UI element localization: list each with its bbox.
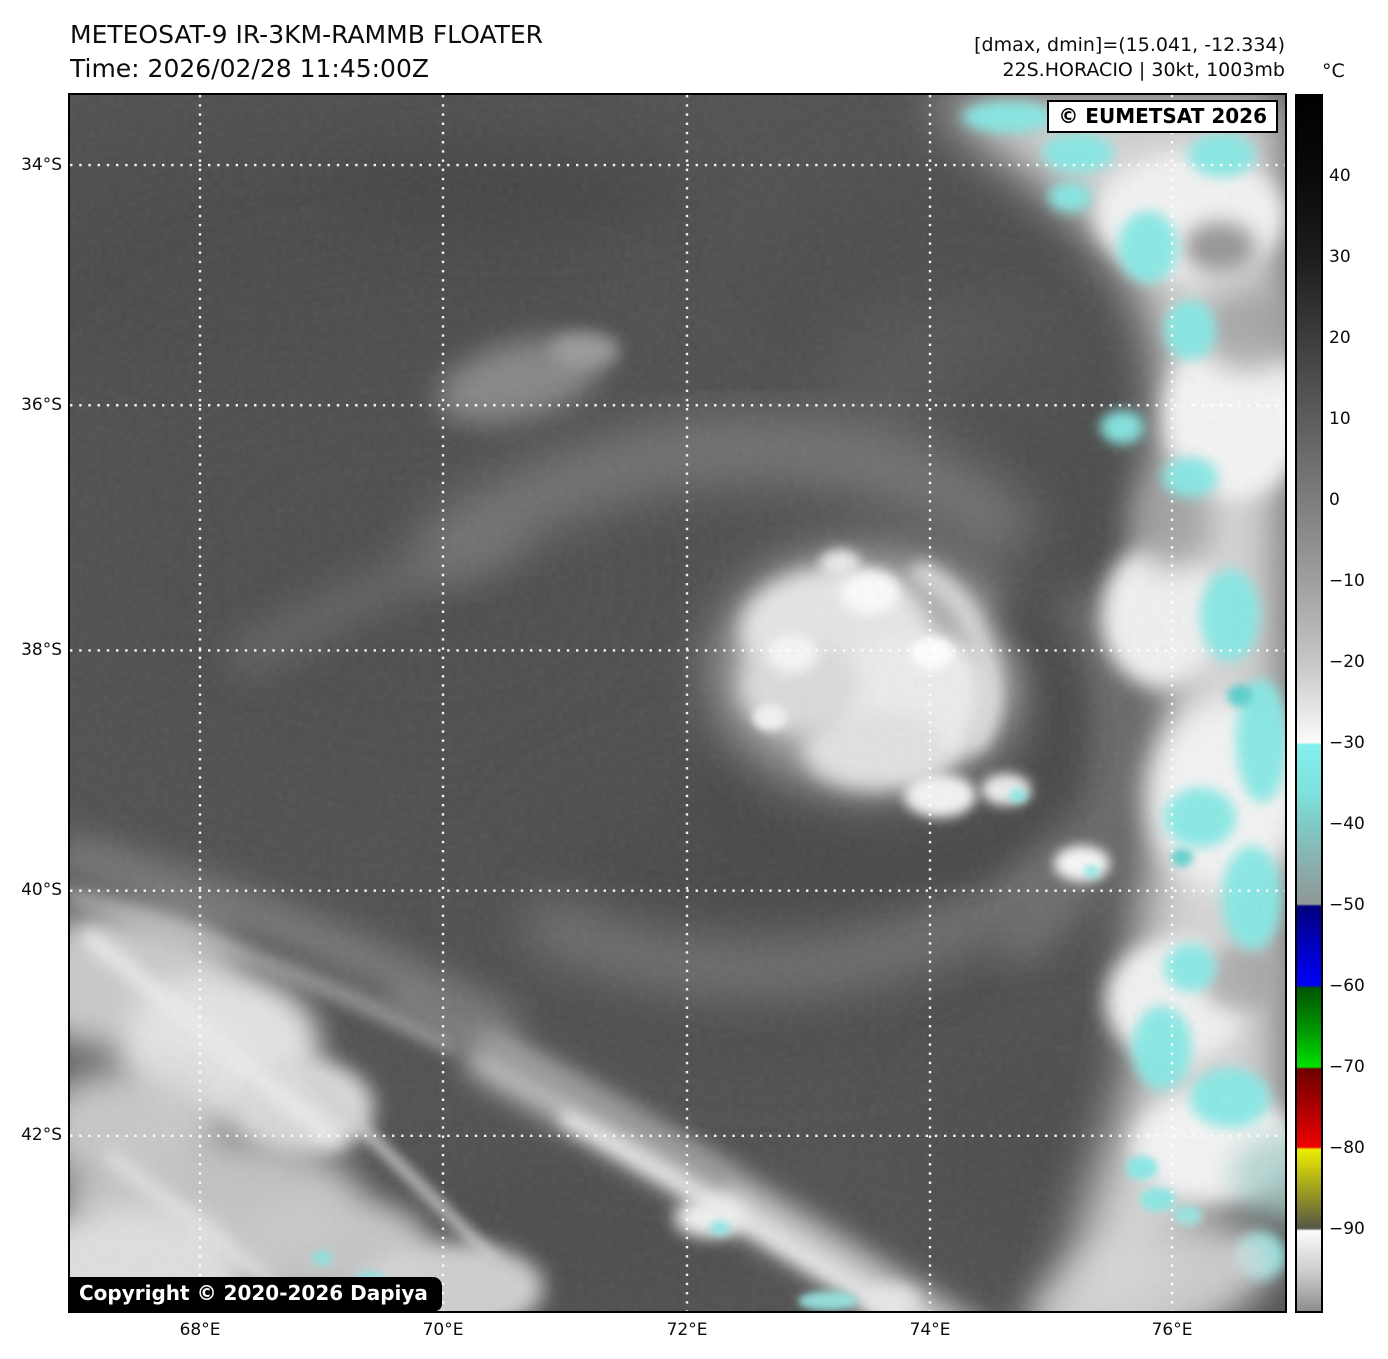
title-line1: METEOSAT-9 IR-3KM-RAMMB FLOATER: [70, 20, 544, 49]
lon-axis: 68°E 70°E 72°E 74°E 76°E: [70, 1320, 1285, 1350]
eumetsat-badge: © EUMETSAT 2026: [1047, 100, 1278, 133]
satellite-image: [70, 95, 1285, 1311]
colorbar: [1295, 94, 1323, 1313]
colorbar-tick-label: −10: [1329, 571, 1365, 591]
colorbar-tick-label: −80: [1329, 1138, 1365, 1159]
colorbar-tick-label: −70: [1329, 1057, 1365, 1077]
grain-texture: [70, 95, 1285, 1311]
colorbar-tick-label: 40: [1329, 166, 1351, 187]
page-title: METEOSAT-9 IR-3KM-RAMMB FLOATER Time: 20…: [70, 18, 543, 86]
lat-axis: 34°S 36°S 38°S 40°S 42°S: [0, 95, 62, 1310]
colorbar-gradient: [1297, 96, 1321, 1311]
colorbar-tick-label: −90: [1329, 1218, 1365, 1239]
lat-axis-label: 40°S: [21, 880, 62, 900]
storm-info: [dmax, dmin]=(15.041, -12.334) 22S.HORAC…: [900, 33, 1285, 83]
storm-id-label: 22S.HORACIO | 30kt, 1003mb: [1002, 59, 1285, 81]
lon-axis-label: 72°E: [666, 1320, 708, 1340]
copyright-badge: Copyright © 2020-2026 Dapiya: [70, 1277, 442, 1311]
lon-axis-label: 68°E: [179, 1320, 221, 1340]
lat-axis-label: 42°S: [21, 1125, 62, 1145]
colorbar-tick-label: −40: [1329, 814, 1365, 834]
lon-axis-label: 70°E: [422, 1320, 464, 1340]
lat-axis-label: 36°S: [21, 395, 62, 415]
colorbar-unit-label: °C: [1322, 60, 1345, 82]
colorbar-tick-label: −50: [1329, 895, 1365, 916]
colorbar-tick-label: 30: [1329, 246, 1351, 267]
lon-axis-label: 74°E: [909, 1320, 951, 1340]
time-label: Time: 2026/02/28 11:45:00Z: [70, 54, 429, 83]
graticule-overlay: [70, 95, 1285, 1311]
dmax-dmin-label: [dmax, dmin]=(15.041, -12.334): [974, 34, 1285, 56]
colorbar-tick-label: −30: [1329, 732, 1365, 753]
lat-axis-label: 38°S: [21, 640, 62, 660]
satellite-image-frame: © EUMETSAT 2026 Copyright © 2020-2026 Da…: [68, 93, 1287, 1313]
colorbar-tick-label: 10: [1329, 409, 1351, 430]
colorbar-tick-label: −60: [1329, 975, 1365, 996]
lon-axis-label: 76°E: [1151, 1320, 1193, 1340]
colorbar-tick-label: 0: [1329, 489, 1340, 510]
colorbar-tick-label: 20: [1329, 328, 1351, 348]
colorbar-tick-label: −20: [1329, 652, 1365, 673]
colorbar-ticks: 40 30 20 10 0 −10 −20 −30 −40 −50 −60 −70 −80 −90: [1329, 95, 1388, 1310]
lat-axis-label: 34°S: [21, 155, 62, 175]
